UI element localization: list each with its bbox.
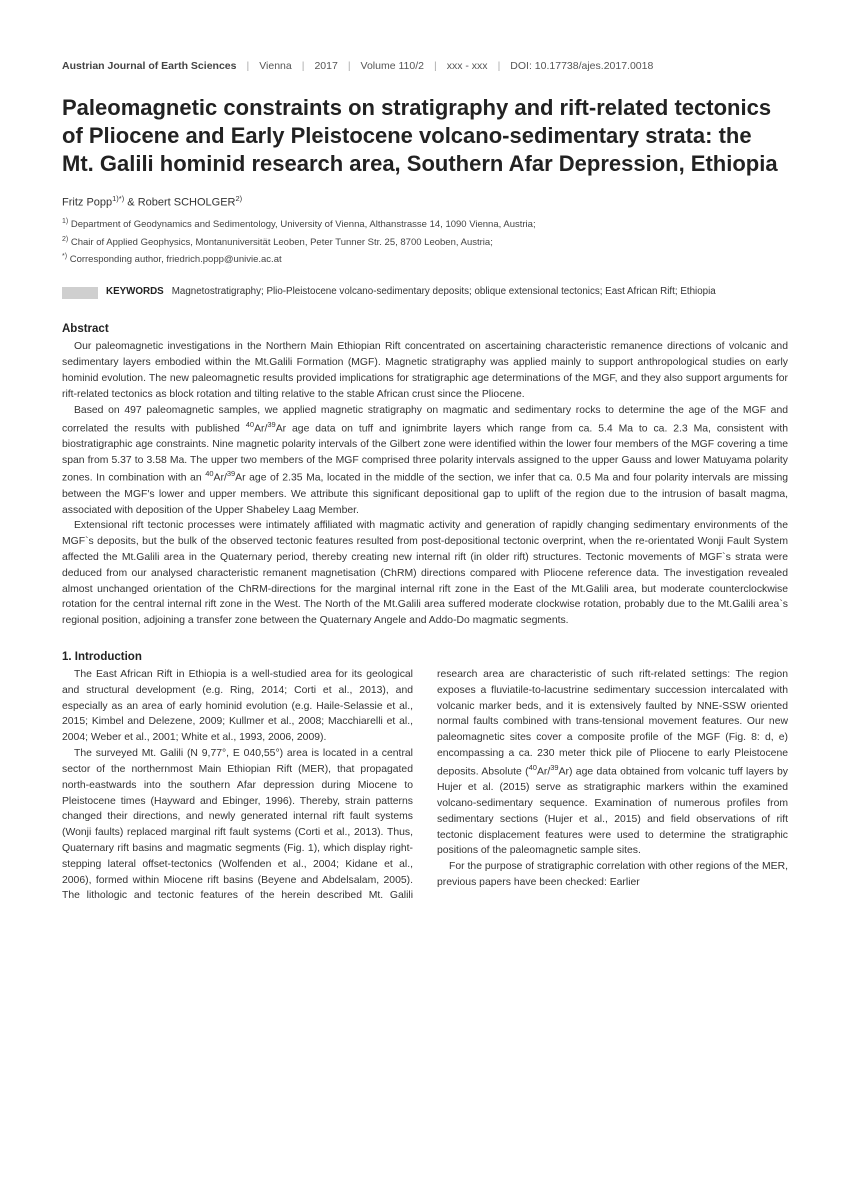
author-1-sup: 1)*): [112, 194, 124, 203]
introduction-body: The East African Rift in Ethiopia is a w…: [62, 667, 788, 904]
abstract-p1: Our paleomagnetic investigations in the …: [62, 339, 788, 402]
author-2: Robert SCHOLGER: [138, 197, 236, 209]
abstract-p3: Extensional rift tectonic processes were…: [62, 518, 788, 629]
header-separator: |: [302, 60, 305, 72]
journal-header: Austrian Journal of Earth Sciences | Vie…: [62, 60, 788, 72]
journal-name: Austrian Journal of Earth Sciences: [62, 60, 236, 72]
affiliation-1: 1) Department of Geodynamics and Sedimen…: [62, 217, 788, 231]
abstract-p2: Based on 497 paleomagnetic samples, we a…: [62, 403, 788, 519]
header-separator: |: [434, 60, 437, 72]
journal-pages: xxx - xxx: [447, 60, 488, 72]
intro-p3: For the purpose of stratigraphic correla…: [437, 859, 788, 891]
header-separator: |: [348, 60, 351, 72]
journal-doi: DOI: 10.17738/ajes.2017.0018: [510, 60, 653, 72]
keywords-label: KEYWORDS: [106, 286, 164, 297]
abstract-section: Abstract Our paleomagnetic investigation…: [62, 323, 788, 629]
keywords-row: KEYWORDS Magnetostratigraphy; Plio-Pleis…: [62, 286, 788, 299]
author-2-sup: 2): [236, 194, 243, 203]
keywords-text: Magnetostratigraphy; Plio-Pleistocene vo…: [172, 286, 716, 297]
abstract-body: Our paleomagnetic investigations in the …: [62, 339, 788, 629]
article-title: Paleomagnetic constraints on stratigraph…: [62, 94, 788, 178]
introduction-heading: 1. Introduction: [62, 651, 788, 663]
header-separator: |: [246, 60, 249, 72]
corresponding-author: *) Corresponding author, friedrich.popp@…: [62, 252, 788, 266]
affiliation-2: 2) Chair of Applied Geophysics, Montanun…: [62, 235, 788, 249]
journal-volume: Volume 110/2: [361, 60, 424, 72]
authors-line: Fritz Popp1)*) & Robert SCHOLGER2): [62, 194, 788, 209]
journal-year: 2017: [314, 60, 337, 72]
keywords-bar-icon: [62, 287, 98, 299]
journal-city: Vienna: [259, 60, 292, 72]
intro-p1: The East African Rift in Ethiopia is a w…: [62, 667, 413, 746]
abstract-heading: Abstract: [62, 323, 788, 335]
introduction-section: 1. Introduction The East African Rift in…: [62, 651, 788, 904]
author-1: Fritz Popp: [62, 197, 112, 209]
authors-amp: &: [124, 197, 137, 209]
header-separator: |: [498, 60, 501, 72]
